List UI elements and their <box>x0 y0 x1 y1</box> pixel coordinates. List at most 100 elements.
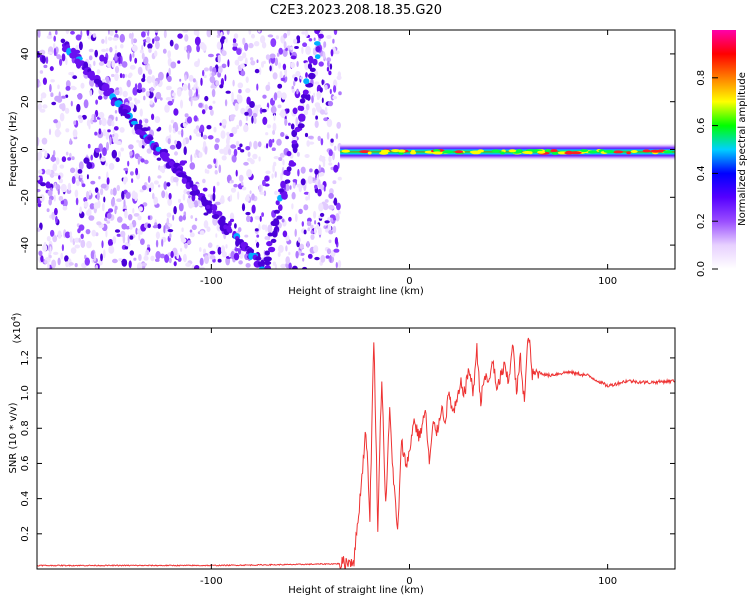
noise-speckle <box>259 107 263 114</box>
noise-speckle <box>316 224 320 230</box>
noise-speckle <box>37 78 40 88</box>
noise-speckle <box>137 66 143 76</box>
noise-speckle <box>152 225 158 229</box>
noise-speckle <box>116 233 122 237</box>
noise-speckle <box>59 164 65 169</box>
noise-speckle <box>294 77 298 82</box>
noise-speckle <box>236 94 240 99</box>
noise-speckle <box>301 221 304 227</box>
noise-speckle <box>150 86 154 93</box>
noise-speckle <box>119 33 126 43</box>
noise-speckle <box>86 174 89 180</box>
noise-speckle <box>304 132 309 138</box>
noise-speckle <box>152 192 155 200</box>
ascending-trace-point <box>273 227 278 234</box>
noise-speckle <box>307 192 311 201</box>
noise-speckle <box>206 30 212 38</box>
noise-speckle <box>314 226 317 235</box>
noise-speckle <box>134 193 138 202</box>
noise-speckle <box>169 144 176 150</box>
noise-speckle <box>198 151 203 158</box>
noise-speckle <box>291 88 295 93</box>
noise-speckle <box>141 185 147 191</box>
ascending-trace-point <box>263 260 272 266</box>
tone-line-peak <box>411 149 416 153</box>
noise-speckle <box>277 251 281 257</box>
descending-trace-point <box>147 136 154 141</box>
noise-speckle <box>56 54 62 60</box>
noise-speckle <box>89 89 93 97</box>
noise-speckle <box>250 57 254 61</box>
noise-speckle <box>323 117 328 122</box>
noise-speckle <box>177 60 181 64</box>
noise-speckle <box>328 149 333 157</box>
colorbar-gradient <box>712 30 736 269</box>
noise-speckle <box>199 127 202 133</box>
noise-speckle <box>168 192 172 200</box>
noise-speckle <box>160 253 165 259</box>
noise-speckle <box>233 252 240 261</box>
noise-speckle <box>134 97 137 102</box>
chart-title: C2E3.2023.208.18.35.G20 <box>270 3 442 18</box>
noise-speckle <box>128 33 132 39</box>
spectrogram-panel: -100 0 100 -40 -20 0 20 40 Height of straight l… <box>8 29 676 297</box>
noise-speckle <box>69 152 72 159</box>
noise-speckle <box>111 149 118 159</box>
noise-speckle <box>172 176 179 183</box>
ascending-trace-point <box>270 220 278 227</box>
noise-speckle <box>233 183 238 188</box>
noise-speckle <box>41 55 46 64</box>
noise-speckle <box>244 57 248 66</box>
colorbar-tick-label: 0.6 <box>696 118 707 134</box>
tone-line-peak <box>565 150 573 154</box>
noise-speckle <box>202 248 207 254</box>
noise-speckle <box>282 230 288 238</box>
noise-speckle <box>302 257 305 262</box>
ascending-trace-point <box>314 30 320 35</box>
noise-speckle <box>147 215 151 220</box>
ascending-trace-point <box>308 72 316 80</box>
noise-speckle <box>212 217 219 226</box>
noise-speckle <box>182 138 186 147</box>
tone-line-peak <box>587 150 598 154</box>
noise-speckle <box>219 197 225 204</box>
noise-speckle <box>144 118 149 124</box>
noise-speckle <box>149 100 153 105</box>
noise-speckle <box>69 231 73 237</box>
noise-speckle <box>283 32 288 39</box>
noise-speckle <box>109 46 113 53</box>
ascending-trace-point <box>308 55 314 64</box>
descending-trace-point <box>135 123 143 129</box>
noise-speckle <box>329 214 336 219</box>
noise-speckle <box>157 175 162 179</box>
snr-y-tick-label: 0.8 <box>20 420 31 436</box>
noise-speckle <box>124 246 129 250</box>
noise-speckle <box>237 227 242 233</box>
noise-speckle <box>195 149 199 156</box>
noise-speckle <box>317 135 321 141</box>
noise-speckle <box>113 126 119 131</box>
noise-speckle <box>324 84 328 91</box>
noise-speckle <box>166 86 170 91</box>
noise-speckle <box>45 56 49 64</box>
noise-speckle <box>88 78 95 87</box>
noise-speckle <box>240 107 246 115</box>
noise-speckle <box>98 128 102 135</box>
noise-speckle <box>67 182 72 191</box>
descending-trace-point <box>206 208 213 214</box>
noise-speckle <box>143 56 149 65</box>
noise-speckle <box>293 80 296 87</box>
noise-speckle <box>98 61 105 66</box>
noise-speckle <box>172 214 175 221</box>
descending-trace-point <box>205 204 211 210</box>
noise-speckle <box>111 120 115 127</box>
noise-speckle <box>232 38 237 44</box>
noise-speckle <box>260 35 266 44</box>
noise-speckle <box>140 158 145 163</box>
noise-speckle <box>156 157 162 161</box>
noise-speckle <box>106 60 112 68</box>
noise-speckle <box>167 229 174 233</box>
noise-speckle <box>80 239 86 248</box>
noise-speckle <box>164 254 170 263</box>
x-tick-label: 100 <box>598 276 617 287</box>
